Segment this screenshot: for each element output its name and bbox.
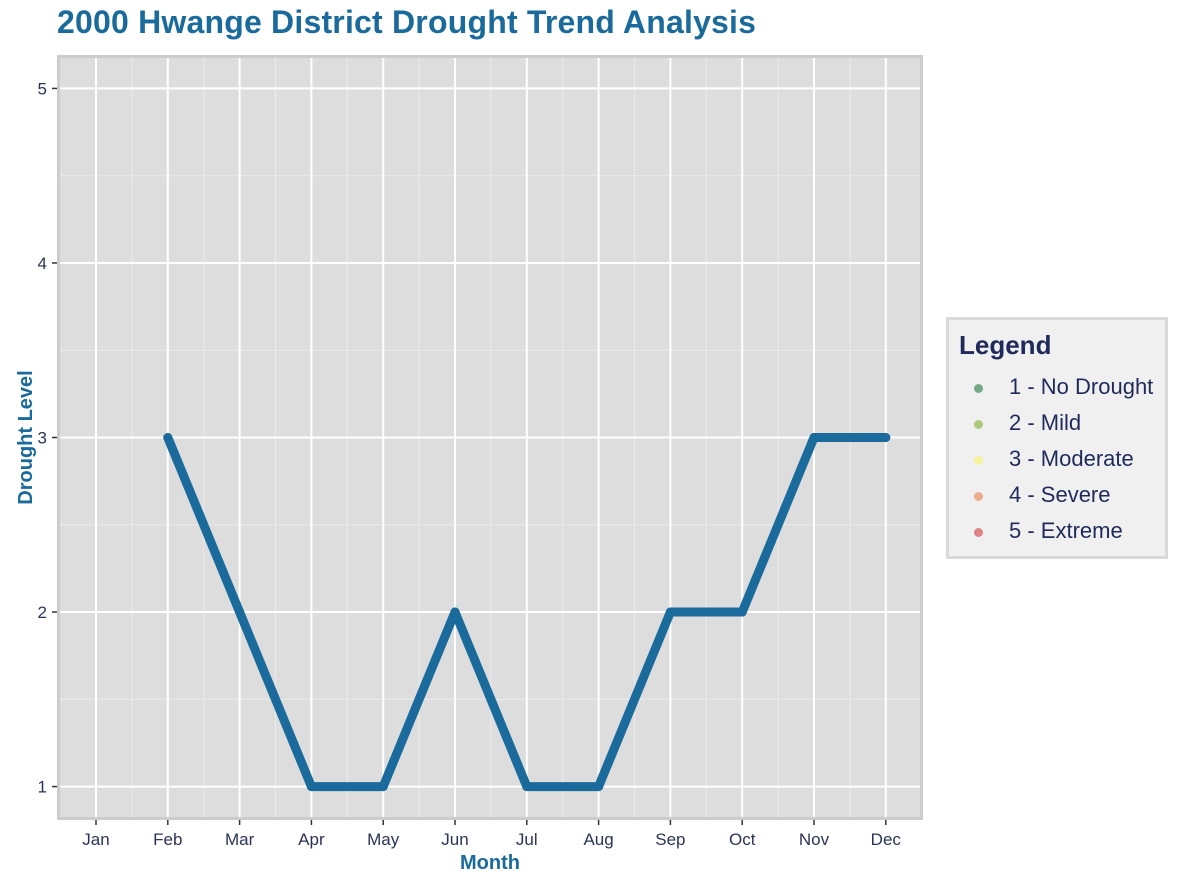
- legend-dot-icon: [974, 528, 983, 537]
- data-point: [378, 782, 388, 792]
- legend-dot-icon: [974, 384, 983, 393]
- data-point: [881, 433, 891, 442]
- series-line-segment: [737, 433, 819, 617]
- legend-item-no-drought: 1 - No Drought: [949, 371, 1169, 407]
- legend-item-mild: 2 - Mild: [949, 407, 1169, 443]
- data-point: [163, 433, 173, 442]
- x-tick-label: Jul: [516, 830, 538, 849]
- x-tick-label: Nov: [799, 830, 830, 849]
- data-point: [522, 782, 532, 792]
- y-tick-label: 5: [38, 79, 47, 98]
- data-point: [450, 607, 460, 617]
- legend-dot-icon: [974, 492, 983, 501]
- x-tick-label: Jan: [82, 830, 109, 849]
- chart-title: 2000 Hwange District Drought Trend Analy…: [57, 4, 757, 40]
- x-tick-label: Apr: [298, 830, 325, 849]
- data-point: [235, 607, 245, 617]
- x-tick-label: Oct: [729, 830, 756, 849]
- data-point: [665, 607, 675, 617]
- data-point: [809, 433, 819, 442]
- x-tick-label: Sep: [655, 830, 685, 849]
- x-tick-label: Jun: [441, 830, 468, 849]
- y-axis-title: Drought Level: [15, 370, 37, 504]
- legend: Legend 1 - No Drought 2 - Mild 3 - Moder…: [946, 317, 1168, 559]
- x-axis-title: Month: [460, 852, 520, 874]
- legend-label: 1 - No Drought: [1009, 374, 1154, 399]
- legend-dot-icon: [974, 420, 983, 429]
- x-tick-label: Dec: [871, 830, 902, 849]
- y-tick-label: 4: [38, 254, 47, 273]
- legend-label: 3 - Moderate: [1009, 446, 1134, 471]
- series-line-segment: [235, 607, 316, 792]
- series-line-segment: [450, 607, 532, 792]
- legend-item-extreme: 5 - Extreme: [949, 515, 1169, 551]
- data-point: [306, 782, 316, 792]
- series-line-segment: [378, 607, 460, 792]
- legend-label: 5 - Extreme: [1009, 518, 1123, 543]
- data-point: [737, 607, 747, 617]
- x-tick-label: May: [367, 830, 400, 849]
- data-point: [594, 782, 604, 792]
- legend-title: Legend: [959, 330, 1052, 360]
- series-layer: [163, 433, 891, 792]
- x-tick-label: Feb: [153, 830, 182, 849]
- y-tick-label: 1: [38, 778, 47, 797]
- series-line-segment: [163, 433, 245, 617]
- legend-label: 4 - Severe: [1009, 482, 1111, 507]
- x-tick-label: Aug: [583, 830, 613, 849]
- legend-item-severe: 4 - Severe: [949, 479, 1169, 515]
- legend-dot-icon: [974, 456, 983, 465]
- axis-layer: Jan Feb Mar Apr May Jun Jul Aug Sep Oct Nov Dec 1 2 3 4…: [38, 79, 902, 849]
- major-gridlines: [60, 58, 920, 817]
- legend-item-moderate: 3 - Moderate: [949, 443, 1169, 479]
- x-tick-label: Mar: [225, 830, 255, 849]
- y-tick-label: 2: [38, 603, 47, 622]
- y-tick-label: 3: [38, 429, 47, 448]
- legend-label: 2 - Mild: [1009, 410, 1082, 435]
- series-line-segment: [594, 607, 675, 792]
